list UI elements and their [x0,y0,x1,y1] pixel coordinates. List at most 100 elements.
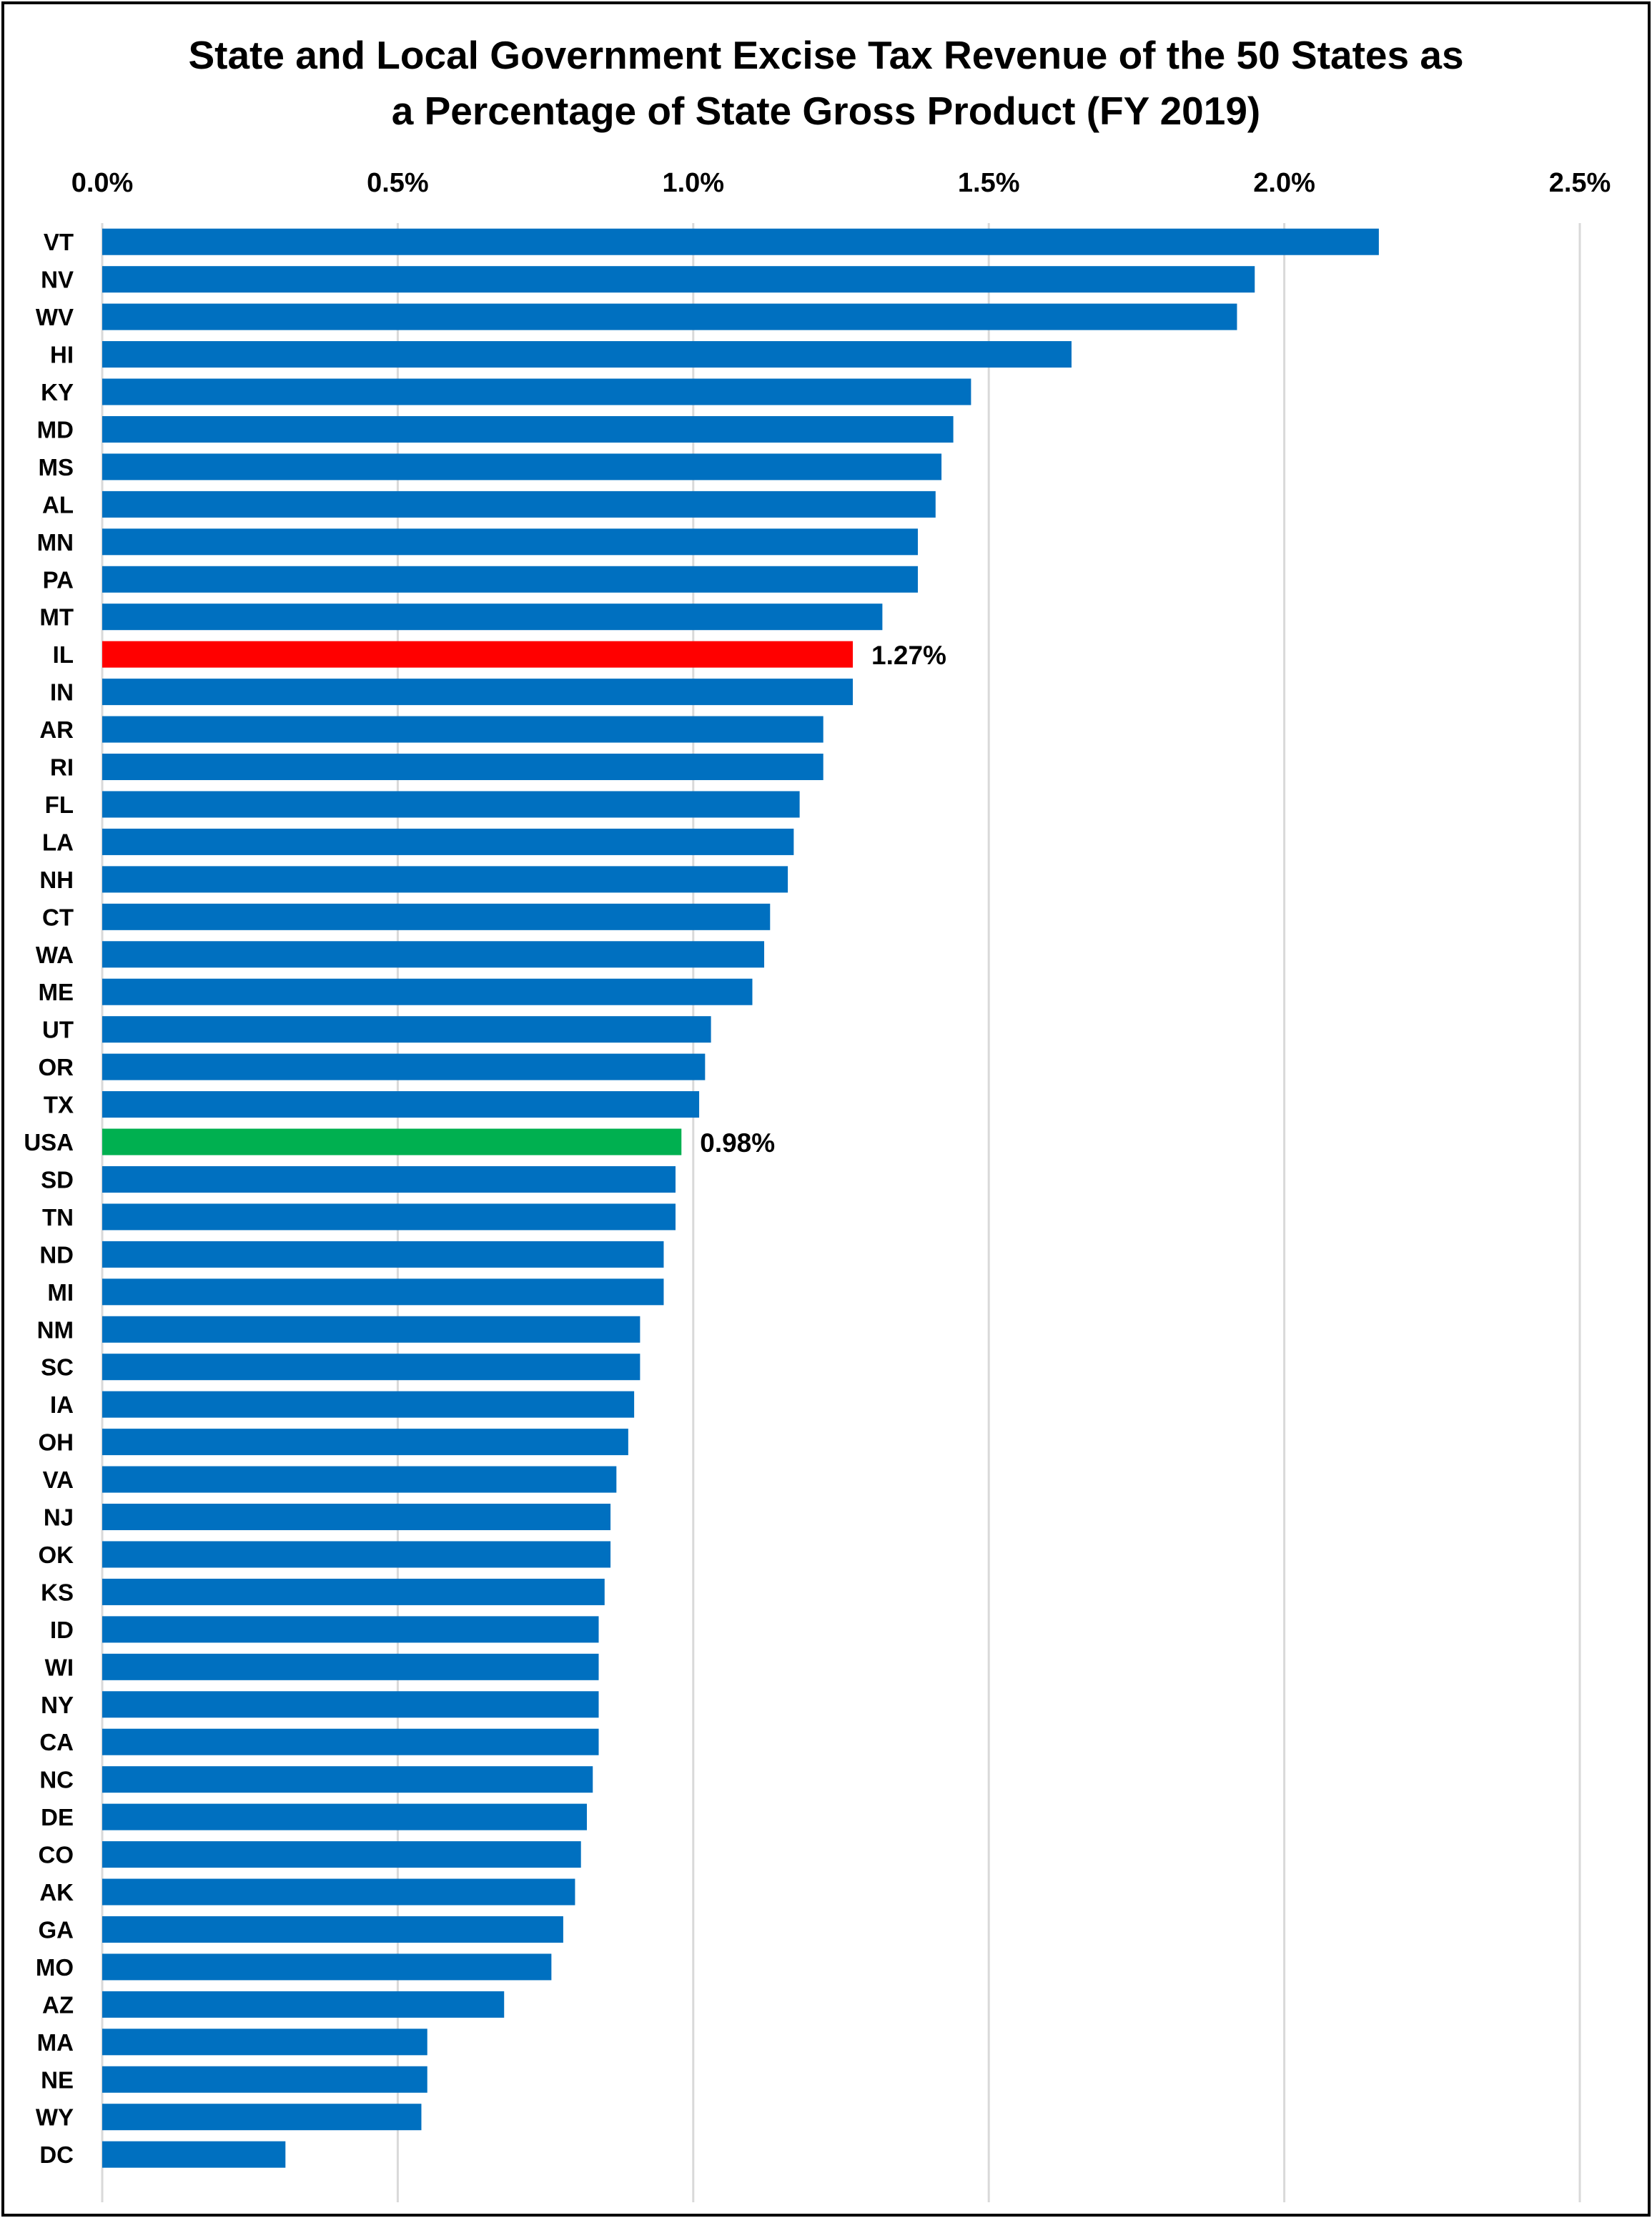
x-tick-label: 2.0% [1253,168,1315,198]
category-label: MT [39,604,74,631]
bar-mi [102,1278,664,1306]
bar-tn [102,1203,676,1231]
bar-ny [102,1691,599,1718]
bar-mn [102,528,918,556]
bar-nv [102,266,1255,293]
bar-nj [102,1504,611,1531]
bar-ks [102,1578,605,1605]
bar-nd [102,1241,664,1268]
bar-hi [102,341,1072,368]
bar-or [102,1053,706,1080]
category-label: ID [50,1617,74,1643]
bar-ca [102,1728,599,1755]
category-label: VT [44,229,74,255]
bar-sc [102,1354,640,1381]
bar-wy [102,2104,422,2131]
category-labels: VT NV WV HI KY MD MS AL MN PA MT IL IN AR RI FL LA NH CT WA… [24,229,74,2168]
category-label: MN [37,529,74,556]
category-label: WY [36,2104,74,2131]
category-label: KY [41,379,74,405]
category-label: NJ [44,1504,74,1531]
bar-nh [102,866,788,893]
bar-usa [102,1128,682,1155]
bar-ak [102,1878,575,1906]
category-label: TX [44,1092,74,1118]
category-label: GA [39,1916,74,1943]
category-label: AL [42,491,74,518]
category-label: LA [42,829,74,855]
bar-ct [102,903,771,930]
category-label: DC [39,2141,74,2168]
bar-vt [102,228,1379,255]
category-label: WA [36,942,74,968]
category-label: ND [39,1241,74,1268]
category-label: IA [50,1391,74,1418]
category-label: OH [39,1429,74,1456]
category-label: MO [36,1954,74,1981]
bars [102,228,1379,2168]
category-label: NH [39,867,74,893]
bar-la [102,828,794,855]
category-label: WI [45,1654,74,1680]
chart-title-line-2: a Percentage of State Gross Product (FY … [391,89,1261,133]
x-tick-label: 0.0% [71,168,134,198]
category-label: OK [39,1542,74,1568]
category-label: SD [41,1166,74,1193]
category-label: AZ [42,1991,74,2018]
bar-ia [102,1391,635,1418]
bar-dc [102,2141,286,2168]
bar-mo [102,1953,552,1981]
bar-ne [102,2066,427,2093]
category-label: DE [41,1804,74,1830]
category-label: WV [36,304,74,330]
category-label: NC [39,1767,74,1793]
category-label: MS [39,454,74,480]
category-label: KS [41,1579,74,1605]
chart-title: State and Local Government Excise Tax Re… [0,27,1652,139]
bar-ky [102,378,971,405]
bar-ma [102,2029,427,2056]
bar-wa [102,941,765,968]
bar-ms [102,453,942,480]
category-label: IL [53,641,74,668]
x-tick-label: 1.0% [662,168,724,198]
bar-co [102,1841,581,1868]
category-label: AK [39,1879,74,1906]
bar-oh [102,1429,628,1456]
bar-pa [102,566,918,593]
bar-in [102,679,854,706]
category-label: ME [39,979,74,1005]
data-labels: 1.27% 0.98% [700,641,946,1158]
bar-ok [102,1541,611,1568]
x-tick-label: 1.5% [958,168,1020,198]
category-label: NM [37,1316,74,1343]
bar-al [102,491,936,518]
category-label: SC [41,1354,74,1381]
category-label: CA [39,1729,74,1755]
bar-va [102,1466,617,1493]
bar-az [102,1991,505,2018]
bar-de [102,1803,587,1830]
bar-fl [102,791,800,818]
bar-id [102,1616,599,1643]
bar-md [102,415,954,443]
bar-ut [102,1016,711,1043]
bar-mt [102,603,883,631]
bar-nm [102,1316,640,1343]
category-label: NE [41,2066,74,2093]
category-label: MI [47,1279,74,1306]
bar-ga [102,1916,563,1943]
category-label: CO [39,1842,74,1868]
category-label: AR [39,716,74,743]
category-label: MD [37,416,74,443]
category-label: VA [43,1467,74,1493]
category-label: IN [50,679,74,706]
category-label: OR [39,1054,74,1080]
bar-wv [102,303,1237,330]
category-label: CT [42,904,74,930]
bar-ri [102,754,823,781]
category-label: PA [43,566,74,593]
x-tick-label: 0.5% [367,168,429,198]
category-label: FL [45,792,74,818]
bar-ar [102,716,823,743]
